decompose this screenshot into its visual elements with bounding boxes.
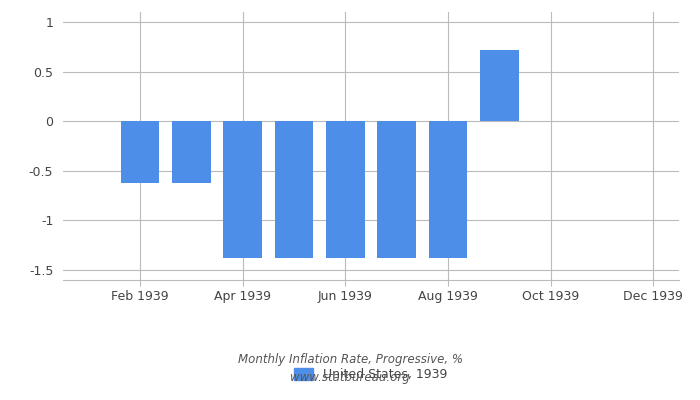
Bar xyxy=(120,121,160,183)
Bar xyxy=(326,121,365,258)
Bar xyxy=(377,121,416,258)
Legend: United States, 1939: United States, 1939 xyxy=(289,363,453,386)
Bar xyxy=(172,121,211,183)
Text: Monthly Inflation Rate, Progressive, %: Monthly Inflation Rate, Progressive, % xyxy=(237,354,463,366)
Bar xyxy=(480,50,519,121)
Bar xyxy=(223,121,262,258)
Bar xyxy=(274,121,314,258)
Bar xyxy=(428,121,467,258)
Text: www.statbureau.org: www.statbureau.org xyxy=(290,372,410,384)
